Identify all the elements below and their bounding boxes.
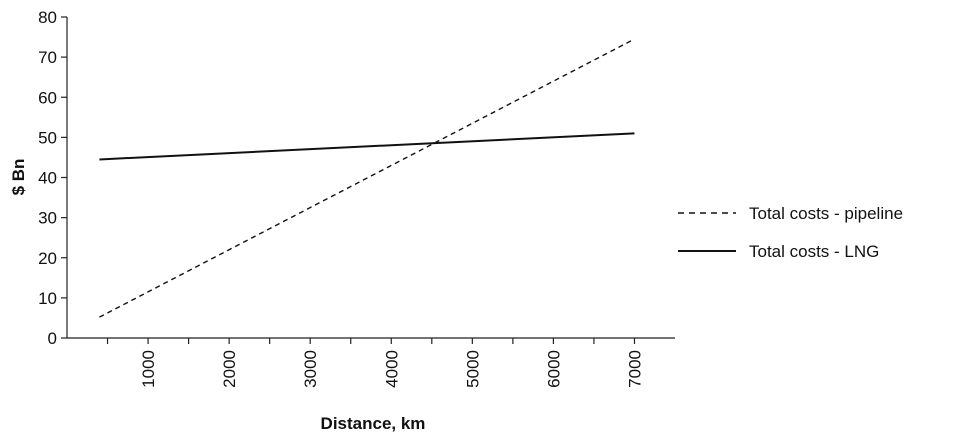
y-tick-label: 40 bbox=[38, 169, 57, 188]
x-tick-label: 7000 bbox=[625, 350, 644, 388]
series-line-pipeline bbox=[99, 38, 635, 318]
y-tick-label: 30 bbox=[38, 209, 57, 228]
x-tick-label: 2000 bbox=[220, 350, 239, 388]
x-axis-title: Distance, km bbox=[321, 414, 426, 433]
series-group bbox=[99, 38, 635, 318]
x-tick-label: 6000 bbox=[544, 350, 563, 388]
x-tick-label: 1000 bbox=[139, 350, 158, 388]
legend: Total costs - pipeline Total costs - LNG bbox=[678, 204, 903, 261]
legend-label: Total costs - LNG bbox=[749, 242, 879, 261]
x-tick-label: 3000 bbox=[301, 350, 320, 388]
legend-label: Total costs - pipeline bbox=[749, 204, 903, 223]
y-tick-label: 0 bbox=[48, 329, 57, 348]
x-tick-label: 5000 bbox=[463, 350, 482, 388]
y-tick-label: 80 bbox=[38, 8, 57, 27]
axes bbox=[66, 17, 675, 339]
y-tick-label: 70 bbox=[38, 48, 57, 67]
ticks: 0 10 20 30 40 50 60 70 80 1000 2000 3000 4000 5000 600… bbox=[38, 8, 644, 388]
x-tick-label: 4000 bbox=[382, 350, 401, 388]
y-tick-label: 20 bbox=[38, 249, 57, 268]
y-tick-label: 50 bbox=[38, 128, 57, 147]
series-line-lng bbox=[99, 132, 635, 161]
y-tick-label: 10 bbox=[38, 289, 57, 308]
y-axis-title: $ Bn bbox=[9, 159, 28, 196]
y-tick-label: 60 bbox=[38, 88, 57, 107]
